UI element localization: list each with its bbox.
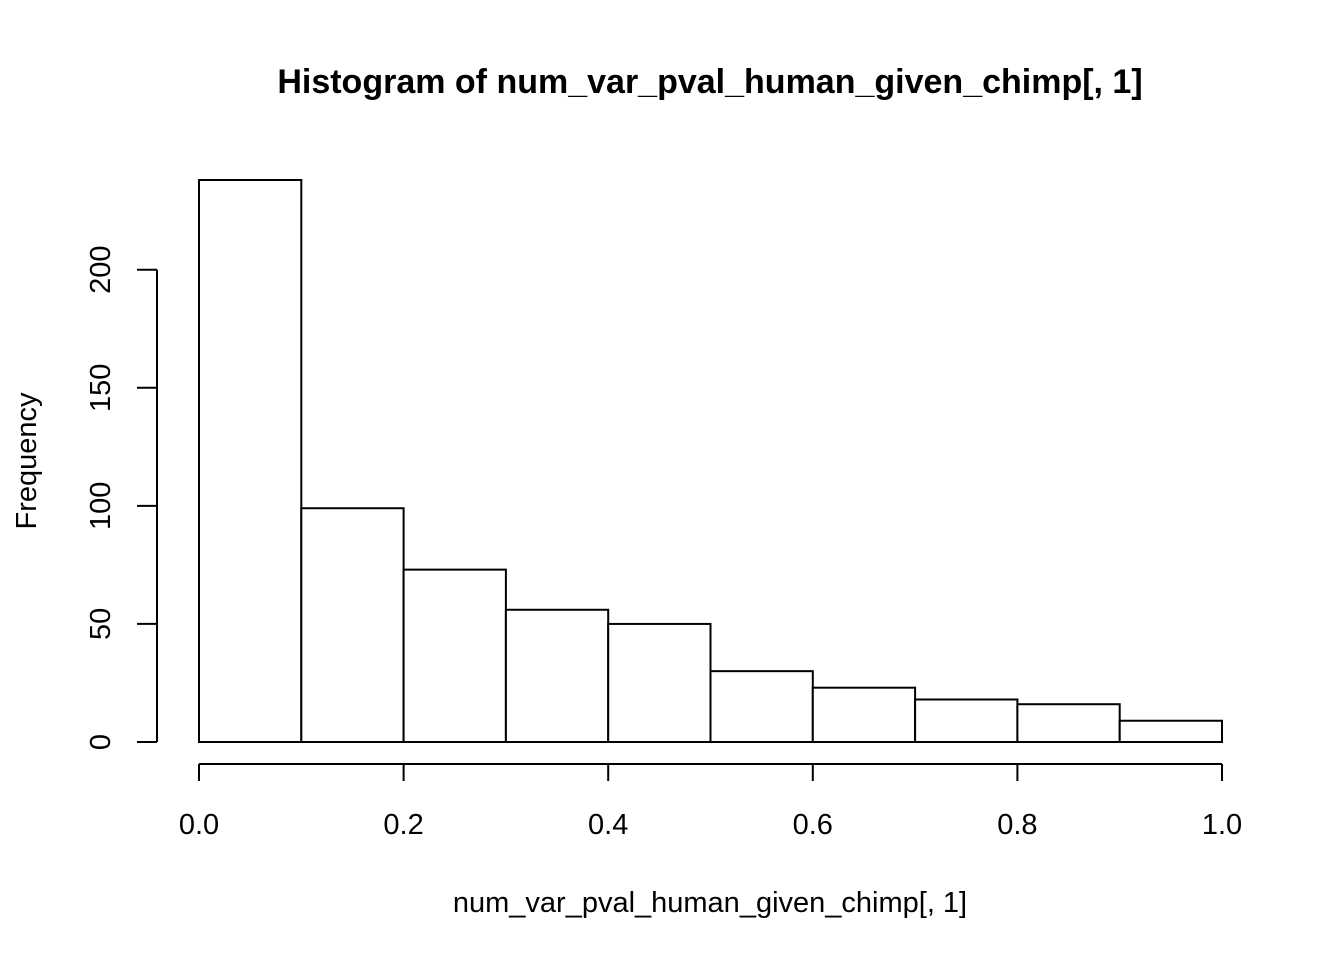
histogram-bar-6 [811, 686, 917, 744]
histogram-bar-8 [1016, 703, 1121, 744]
histogram-bar-0 [198, 179, 303, 743]
y-tick-label-3: 150 [85, 364, 117, 412]
histogram-bar-1 [300, 507, 405, 743]
histogram-bar-3 [504, 608, 610, 743]
y-axis-label: Frequency [11, 392, 43, 530]
chart-title: Histogram of num_var_pval_human_given_ch… [277, 63, 1142, 101]
x-tick-label-4: 0.8 [997, 809, 1037, 841]
x-tick-label-3: 0.6 [793, 809, 833, 841]
histogram-bar-7 [914, 698, 1019, 743]
x-axis-label: num_var_pval_human_given_chimp[, 1] [453, 887, 967, 919]
histogram-bar-2 [402, 568, 507, 743]
y-tick-label-4: 200 [85, 246, 117, 294]
x-tick-label-0: 0.0 [179, 809, 219, 841]
x-tick-label-1: 0.2 [383, 809, 423, 841]
y-axis: 0 50 100 150 200 [85, 246, 158, 750]
histogram-bar-4 [607, 622, 712, 744]
x-tick-label-5: 1.0 [1202, 809, 1242, 841]
y-tick-label-2: 100 [85, 482, 117, 530]
histogram-bar-9 [1118, 719, 1223, 744]
y-tick-label-0: 0 [85, 734, 117, 750]
histogram-bars [198, 179, 1223, 744]
x-tick-label-2: 0.4 [588, 809, 628, 841]
y-tick-label-1: 50 [85, 608, 117, 640]
histogram-bar-5 [709, 670, 814, 744]
x-axis: 0.0 0.2 0.4 0.6 0.8 1.0 [179, 763, 1242, 841]
